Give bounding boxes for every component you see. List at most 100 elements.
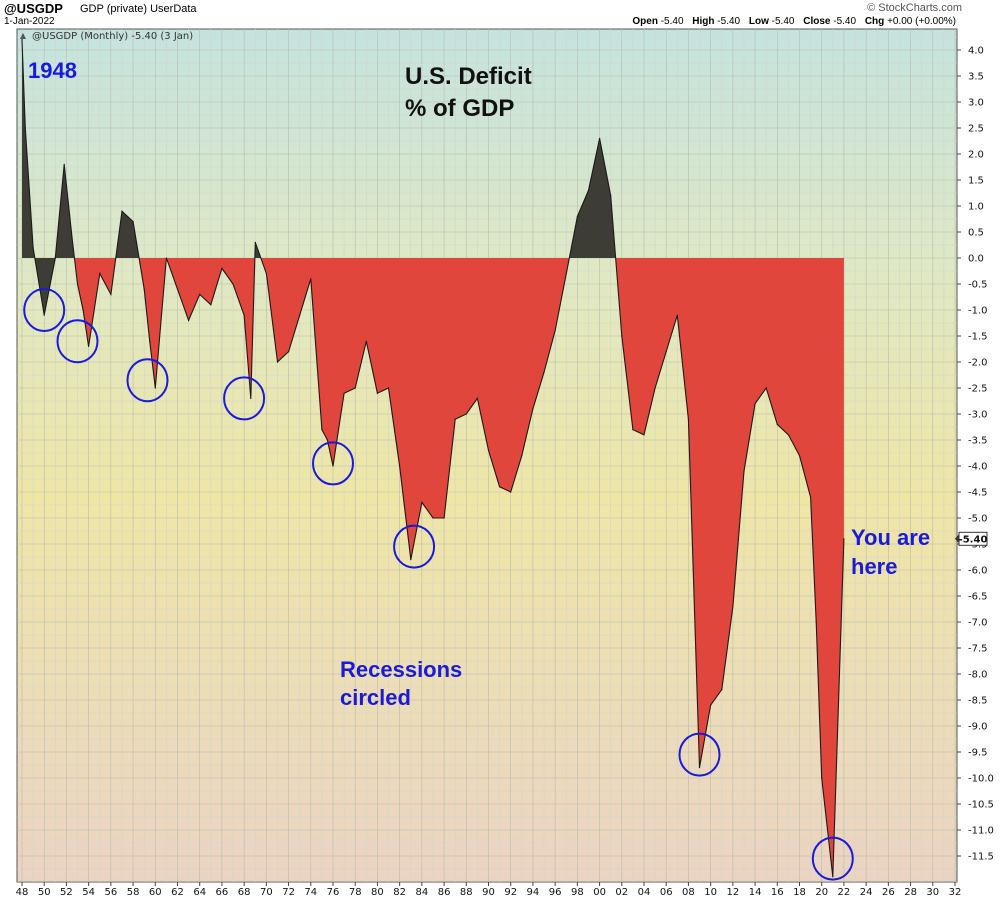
y-tick-label: -10.0 bbox=[968, 774, 994, 785]
x-tick-label: 90 bbox=[482, 887, 495, 898]
x-tick-label: 58 bbox=[127, 887, 140, 898]
data-point bbox=[243, 314, 245, 316]
data-point bbox=[332, 465, 334, 467]
data-point bbox=[687, 418, 690, 420]
x-tick-label: 48 bbox=[16, 887, 29, 898]
deficit-area bbox=[139, 258, 255, 399]
data-point bbox=[543, 371, 545, 373]
x-tick-label: 94 bbox=[527, 887, 540, 898]
x-tick-label: 28 bbox=[904, 887, 917, 898]
y-tick-label: 0.5 bbox=[968, 228, 984, 239]
data-point bbox=[776, 423, 778, 425]
x-tick-label: 20 bbox=[815, 887, 828, 898]
x-tick-label: 08 bbox=[682, 887, 695, 898]
data-point bbox=[24, 127, 26, 129]
y-tick-label: -9.0 bbox=[968, 722, 988, 733]
open-label: Open bbox=[632, 16, 658, 27]
data-point bbox=[821, 777, 823, 779]
data-point bbox=[21, 39, 23, 41]
recession-circle bbox=[312, 441, 354, 486]
x-tick-label: 18 bbox=[793, 887, 806, 898]
deficit-area bbox=[260, 258, 570, 560]
chg-value: +0.00 (+0.00%) bbox=[887, 16, 956, 27]
legend-marker-icon bbox=[20, 33, 26, 39]
data-point bbox=[632, 429, 634, 431]
recessions-note-line1: Recessions bbox=[340, 657, 462, 682]
data-point bbox=[43, 314, 45, 316]
data-point bbox=[121, 210, 123, 212]
x-axis: 48 50 52 54 56 58 60 62 64 66 68 70 72 74 76 78 80 82 84 86… bbox=[16, 882, 961, 898]
chart-title-line2: % of GDP bbox=[405, 95, 514, 122]
recession-circle bbox=[393, 524, 436, 569]
data-point bbox=[743, 470, 745, 472]
x-tick-label: 52 bbox=[60, 887, 73, 898]
y-tick-label: 0.0 bbox=[968, 254, 984, 265]
data-point bbox=[465, 413, 467, 415]
brand-label[interactable]: © StockCharts.com bbox=[867, 2, 962, 14]
x-tick-label: 10 bbox=[704, 887, 717, 898]
symbol-subtitle: GDP (private) UserData bbox=[80, 3, 197, 15]
data-point bbox=[810, 496, 812, 498]
data-point bbox=[721, 689, 723, 691]
x-tick-label: 50 bbox=[38, 887, 51, 898]
x-tick-label: 96 bbox=[549, 887, 562, 898]
x-tick-label: 80 bbox=[371, 887, 384, 898]
x-tick-label: 88 bbox=[460, 887, 473, 898]
data-point bbox=[476, 397, 478, 399]
deficit-area bbox=[615, 258, 844, 877]
low-label: Low bbox=[748, 16, 769, 27]
data-point bbox=[732, 605, 734, 608]
recession-circle bbox=[811, 836, 854, 881]
data-point bbox=[654, 387, 656, 389]
chart-title-line1: U.S. Deficit bbox=[405, 63, 532, 90]
data-point bbox=[510, 491, 512, 493]
close-value: -5.40 bbox=[833, 16, 857, 27]
recession-circles bbox=[23, 288, 854, 881]
data-point bbox=[387, 387, 390, 389]
you-are-here-line1: You are bbox=[851, 525, 930, 550]
data-point bbox=[621, 335, 623, 337]
you-are-here-line2: here bbox=[851, 554, 897, 579]
data-point bbox=[532, 408, 534, 410]
data-point bbox=[365, 340, 367, 342]
high-value: -5.40 bbox=[717, 16, 741, 27]
data-point bbox=[676, 314, 678, 316]
y-tick-label: -3.0 bbox=[968, 410, 988, 421]
y-tick-label: -6.0 bbox=[968, 566, 988, 577]
line-layer bbox=[21, 39, 845, 878]
y-tick-label: -3.5 bbox=[968, 436, 988, 447]
recession-circle bbox=[223, 376, 266, 421]
last-value-badge: -5.40 bbox=[955, 531, 988, 546]
x-tick-label: 12 bbox=[726, 887, 739, 898]
x-tick-label: 66 bbox=[216, 887, 229, 898]
data-point bbox=[443, 517, 445, 519]
data-point bbox=[110, 293, 112, 295]
y-tick-label: -8.5 bbox=[968, 696, 988, 707]
y-tick-label: -2.0 bbox=[968, 358, 988, 369]
data-point bbox=[71, 236, 73, 238]
x-tick-label: 74 bbox=[304, 887, 317, 898]
y-tick-label: 3.5 bbox=[968, 72, 984, 83]
y-tick-label: -1.0 bbox=[968, 306, 988, 317]
data-point bbox=[165, 257, 167, 259]
recession-circle bbox=[56, 319, 99, 364]
y-tick-label: 2.0 bbox=[968, 150, 984, 161]
data-point bbox=[599, 137, 601, 139]
data-point bbox=[188, 319, 190, 321]
last-value-text: -5.40 bbox=[959, 534, 988, 545]
recession-circle bbox=[126, 358, 169, 403]
x-tick-label: 64 bbox=[193, 887, 206, 898]
x-tick-label: 16 bbox=[771, 887, 784, 898]
data-point bbox=[710, 704, 712, 706]
data-point bbox=[843, 538, 845, 540]
x-tick-label: 84 bbox=[415, 887, 428, 898]
legend-text: @USGDP (Monthly) -5.40 (3 Jan) bbox=[32, 31, 193, 42]
data-point bbox=[32, 247, 34, 249]
area-fills bbox=[22, 39, 844, 877]
data-point bbox=[754, 403, 756, 405]
x-tick-label: 02 bbox=[615, 887, 628, 898]
x-tick-label: 26 bbox=[882, 887, 895, 898]
data-point bbox=[354, 387, 356, 389]
data-point bbox=[554, 330, 556, 332]
